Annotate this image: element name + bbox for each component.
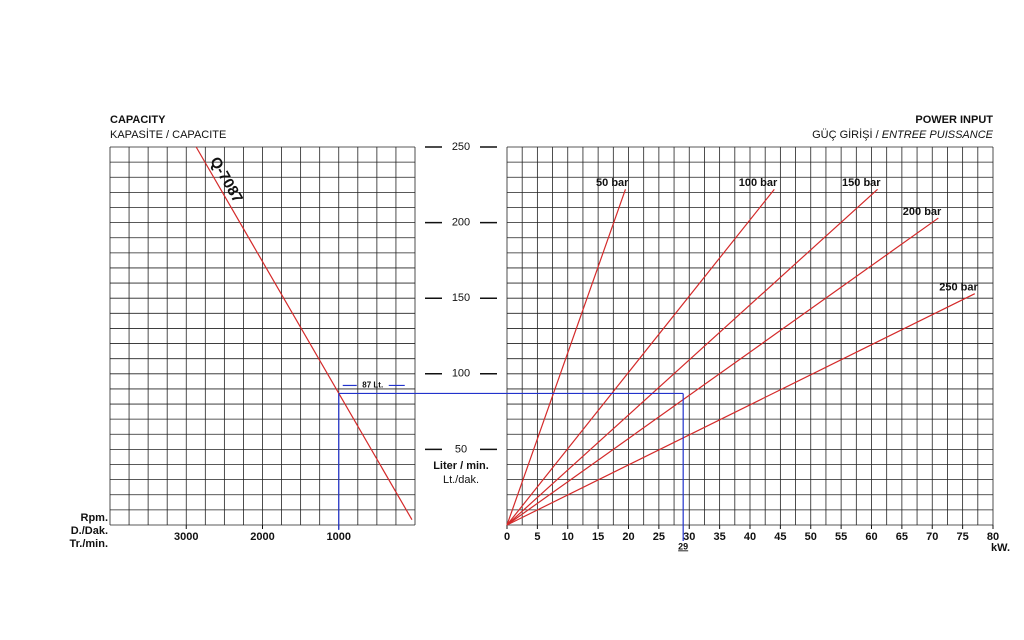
- subtitle-part: ENTREE PUISSANCE: [882, 129, 994, 141]
- y-tick-label: 250: [452, 141, 470, 153]
- x-tick-label: 2000: [250, 531, 274, 543]
- series-label: 100 bar: [739, 177, 778, 189]
- x-tick-label: 5: [534, 531, 540, 543]
- annotation: 87 Lt.: [362, 381, 383, 390]
- y-tick-label: 50: [455, 443, 467, 455]
- series-label: 250 bar: [939, 282, 978, 294]
- series-label: 200 bar: [903, 206, 942, 218]
- subtitle-part: GÜÇ GİRİŞİ /: [812, 128, 880, 141]
- x-label: D./Dak.: [71, 525, 108, 537]
- x-tick-label: 50: [805, 531, 817, 543]
- x-label: kW.: [991, 542, 1010, 554]
- x-tick-label: 30: [683, 531, 695, 543]
- x-label: Rpm.: [81, 512, 109, 524]
- x-tick-label: 35: [714, 531, 726, 543]
- series-line: [506, 189, 627, 526]
- x-tick-label: 60: [865, 531, 877, 543]
- x-tick-label: 80: [987, 531, 999, 543]
- y-tick-label: 150: [452, 292, 470, 304]
- x-tick-label: 45: [774, 531, 786, 543]
- x-tick-label: 55: [835, 531, 847, 543]
- series-label: 50 bar: [596, 177, 629, 189]
- y-tick-label: 200: [452, 217, 470, 229]
- series-line: [506, 293, 976, 526]
- series-line: [506, 217, 939, 526]
- left-title: CAPACITY: [110, 114, 166, 126]
- y-label: Lt./dak.: [443, 474, 479, 486]
- right-subtitle: GÜÇ GİRİŞİ / ENTREE PUISSANCE: [812, 128, 994, 141]
- x-tick-label: 70: [926, 531, 938, 543]
- series-line: [506, 188, 775, 526]
- series-line: [506, 188, 878, 526]
- x-tick-label: 25: [653, 531, 665, 543]
- x-tick-label: 40: [744, 531, 756, 543]
- series-line: [195, 146, 413, 521]
- series-label: 150 bar: [842, 177, 881, 189]
- annotation: 29: [678, 541, 688, 551]
- left-subtitle: KAPASİTE / CAPACITE: [110, 128, 226, 141]
- y-tick-label: 100: [452, 368, 470, 380]
- x-tick-label: 65: [896, 531, 908, 543]
- x-tick-label: 20: [622, 531, 634, 543]
- x-tick-label: 15: [592, 531, 604, 543]
- x-tick-label: 1000: [327, 531, 351, 543]
- x-tick-label: 3000: [174, 531, 198, 543]
- x-tick-label: 10: [562, 531, 574, 543]
- x-tick-label: 75: [957, 531, 969, 543]
- x-label: Tr./min.: [69, 538, 108, 550]
- right-title: POWER INPUT: [915, 114, 993, 126]
- y-label: Liter / min.: [433, 460, 489, 472]
- x-tick-label: 0: [504, 531, 510, 543]
